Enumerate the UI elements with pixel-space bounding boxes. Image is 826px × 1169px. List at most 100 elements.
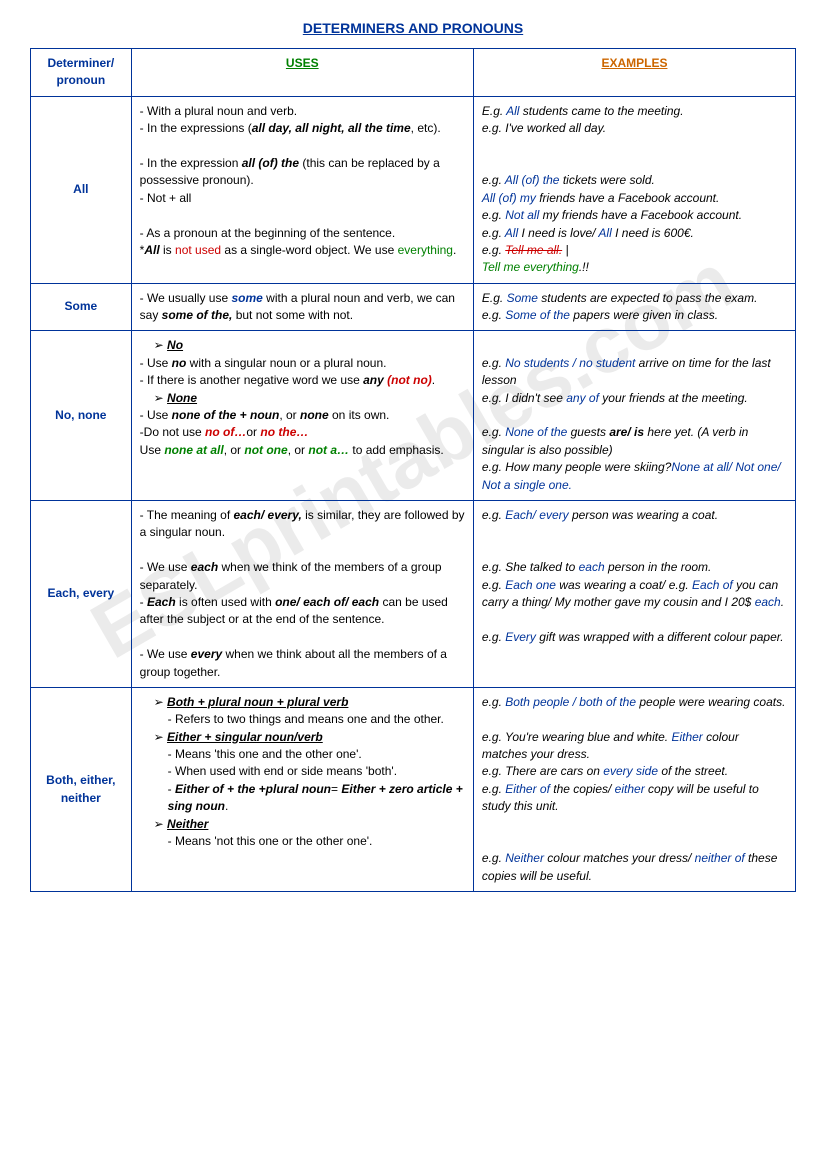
text: each: [755, 595, 781, 609]
text: each/ every,: [234, 508, 302, 522]
text: is: [160, 243, 175, 257]
text: Both + plural noun + plural verb: [167, 695, 348, 709]
text: none: [300, 408, 329, 422]
text: , or: [288, 443, 309, 457]
text: , or: [279, 408, 300, 422]
text: Some: [507, 291, 538, 305]
text: Tell me all.: [505, 243, 562, 257]
text: |: [562, 243, 568, 257]
text: not one: [244, 443, 287, 457]
text: e.g.: [482, 630, 505, 644]
text: Neither: [167, 817, 208, 831]
text: my friends have a Facebook account.: [539, 208, 742, 222]
text: not a…: [308, 443, 349, 457]
text: e.g. I've worked all day.: [482, 121, 606, 135]
text: - We use: [140, 647, 191, 661]
text: (not no): [384, 373, 432, 387]
text: was wearing a coat/ e.g.: [556, 578, 692, 592]
text: All: [506, 104, 519, 118]
text: e.g.: [482, 578, 505, 592]
text: Either: [671, 730, 702, 744]
text: none at all: [164, 443, 223, 457]
text: no of…: [205, 425, 246, 439]
header-examples: EXAMPLES: [473, 49, 795, 97]
text: - In the expression: [140, 156, 242, 170]
text: - If there is another negative word we u…: [140, 373, 363, 387]
text: Means 'this one and the other one'.: [175, 747, 362, 761]
text: Either of + the +plural noun: [175, 782, 331, 796]
text: , etc).: [411, 121, 441, 135]
text: e.g.: [482, 356, 505, 370]
text: but not some with not.: [232, 308, 353, 322]
text: any of: [566, 391, 599, 405]
text: none of the + noun: [172, 408, 280, 422]
text: neither of: [695, 851, 745, 865]
text: not used: [175, 243, 221, 257]
text: of the street.: [658, 764, 728, 778]
page-title: DETERMINERS AND PRONOUNS: [30, 20, 796, 36]
det-no: No, none: [31, 331, 132, 501]
text: all day, all night, all the time: [252, 121, 411, 135]
text: e.g.: [482, 425, 505, 439]
det-all: All: [31, 96, 132, 283]
text: E.g.: [482, 291, 507, 305]
text: None: [167, 391, 197, 405]
text: Both people / both of the: [505, 695, 636, 709]
text: No: [167, 338, 183, 352]
row-both: Both, either, neither Both + plural noun…: [31, 687, 796, 891]
text: - We use: [140, 560, 191, 574]
grammar-table: Determiner/ pronoun USES EXAMPLES All - …: [30, 48, 796, 892]
text: - Use: [140, 408, 172, 422]
uses-all: - With a plural noun and verb. - In the …: [131, 96, 473, 283]
text: e.g.: [482, 695, 505, 709]
text: e.g.: [482, 243, 505, 257]
text: some: [231, 291, 262, 305]
det-each: Each, every: [31, 500, 132, 687]
text: one/ each of/ each: [275, 595, 379, 609]
text: Use: [140, 443, 165, 457]
text: e.g. She talked to: [482, 560, 579, 574]
text: every: [191, 647, 222, 661]
text: -Do not use: [140, 425, 205, 439]
text: e.g.: [482, 208, 505, 222]
text: All: [144, 243, 159, 257]
ex-some: E.g. Some students are expected to pass …: [473, 283, 795, 331]
text: e.g.: [482, 226, 505, 240]
text: - Not + all: [140, 191, 192, 205]
text: All (of) the: [505, 173, 560, 187]
text: e.g. There are cars on: [482, 764, 603, 778]
text: gift was wrapped with a different colour…: [536, 630, 784, 644]
text: to add emphasis.: [349, 443, 444, 457]
text: .: [432, 373, 435, 387]
text: as a single-word object. We use: [221, 243, 398, 257]
text: each: [191, 560, 218, 574]
text: e.g.: [482, 508, 505, 522]
header-determiner: Determiner/ pronoun: [31, 49, 132, 97]
uses-some: - We usually use some with a plural noun…: [131, 283, 473, 331]
text: I need is 600€.: [612, 226, 694, 240]
text: - With a plural noun and verb.: [140, 104, 297, 118]
text: with a singular noun or a plural noun.: [186, 356, 386, 370]
text: Tell me everything: [482, 260, 579, 274]
text: friends have a Facebook account.: [536, 191, 719, 205]
ex-all: E.g. All students came to the meeting. e…: [473, 96, 795, 283]
text: any: [363, 373, 384, 387]
text: - The meaning of: [140, 508, 234, 522]
text: - In the expressions (: [140, 121, 252, 135]
text: .: [453, 243, 456, 257]
text: All: [598, 226, 611, 240]
text: people were wearing coats.: [636, 695, 785, 709]
text: Either of: [505, 782, 550, 796]
text: e.g. I didn't see: [482, 391, 566, 405]
text: When used with end or side means 'both'.: [175, 764, 397, 778]
text: is often used with: [176, 595, 275, 609]
text: no: [172, 356, 187, 370]
det-both: Both, either, neither: [31, 687, 132, 891]
text: None of the: [505, 425, 567, 439]
text: e.g. How many people were skiing?: [482, 460, 671, 474]
text: your friends at the meeting.: [599, 391, 748, 405]
text: no the…: [260, 425, 308, 439]
text: - As a pronoun at the beginning of the s…: [140, 226, 396, 240]
row-no: No, none No - Use no with a singular nou…: [31, 331, 796, 501]
row-each: Each, every - The meaning of each/ every…: [31, 500, 796, 687]
